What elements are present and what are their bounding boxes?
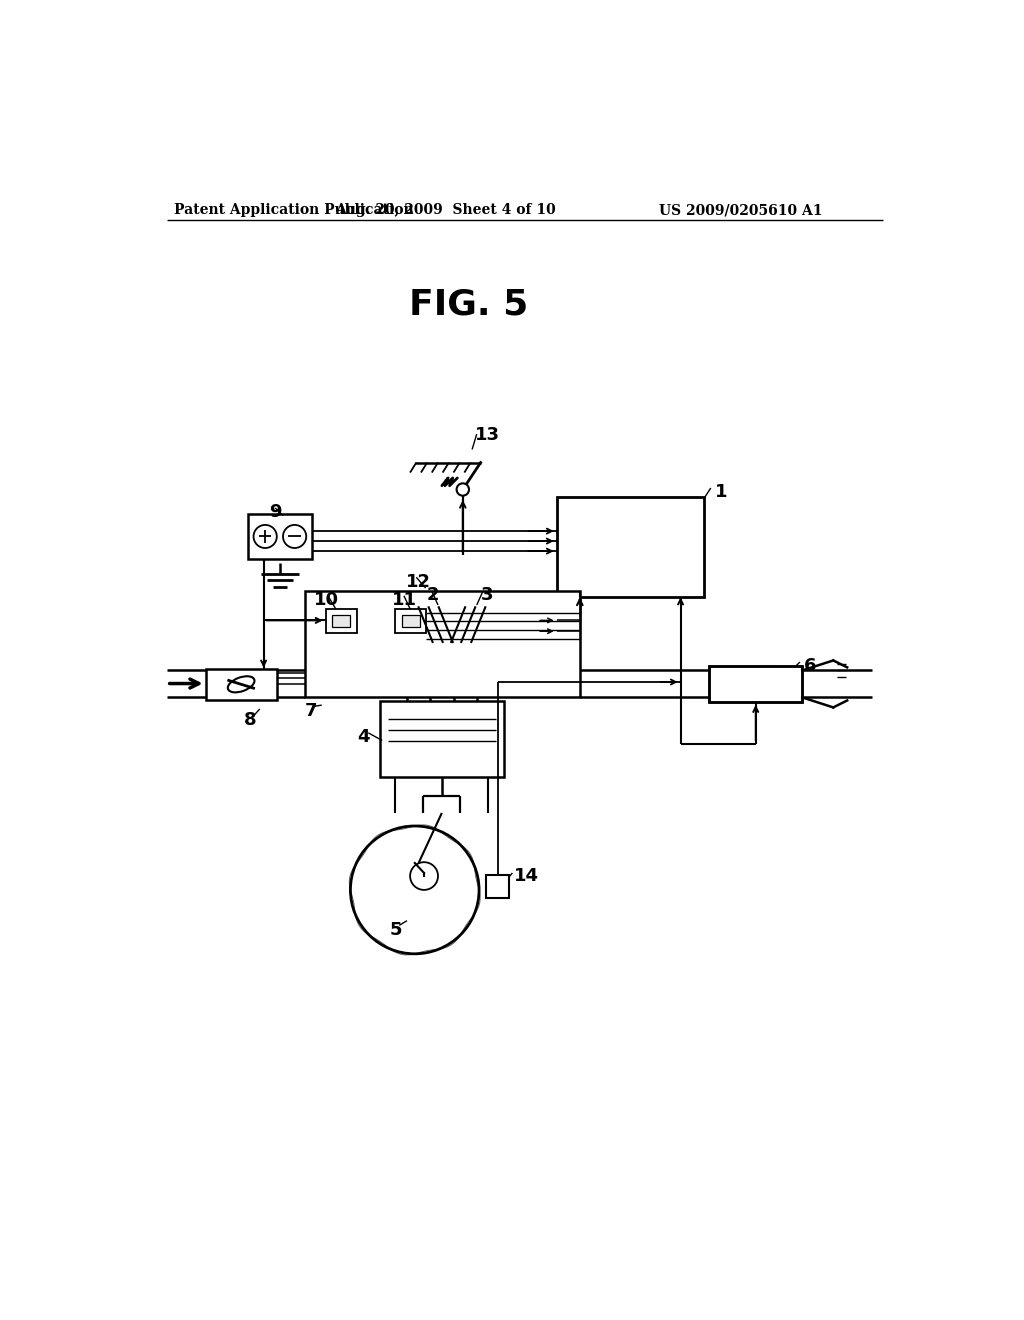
- Text: 3: 3: [480, 586, 494, 603]
- Text: 9: 9: [269, 503, 282, 521]
- Text: 7: 7: [305, 702, 317, 719]
- Text: 14: 14: [514, 867, 539, 884]
- Text: 11: 11: [391, 591, 417, 609]
- Bar: [401, 615, 420, 627]
- Bar: [326, 609, 356, 634]
- Bar: [248, 515, 311, 558]
- Text: 10: 10: [314, 591, 339, 609]
- Text: US 2009/0205610 A1: US 2009/0205610 A1: [658, 203, 822, 216]
- Bar: [305, 591, 580, 697]
- Text: 5: 5: [390, 921, 402, 939]
- Text: 6: 6: [804, 657, 816, 676]
- Text: Patent Application Publication: Patent Application Publication: [174, 203, 414, 216]
- Text: 4: 4: [357, 729, 370, 746]
- Text: Aug. 20, 2009  Sheet 4 of 10: Aug. 20, 2009 Sheet 4 of 10: [336, 203, 556, 216]
- Bar: [206, 669, 276, 700]
- Bar: [332, 615, 350, 627]
- Bar: [395, 609, 426, 634]
- Text: 8: 8: [245, 711, 257, 729]
- Bar: [486, 874, 509, 898]
- Circle shape: [457, 483, 469, 495]
- Text: 2: 2: [426, 586, 439, 603]
- Text: 1: 1: [715, 483, 727, 502]
- Text: FIG. 5: FIG. 5: [410, 288, 528, 322]
- Text: 13: 13: [475, 426, 500, 445]
- Bar: [380, 701, 504, 776]
- Bar: [710, 665, 802, 702]
- Ellipse shape: [227, 676, 255, 693]
- Text: 12: 12: [406, 573, 430, 590]
- Bar: [557, 498, 703, 597]
- Bar: [710, 665, 802, 702]
